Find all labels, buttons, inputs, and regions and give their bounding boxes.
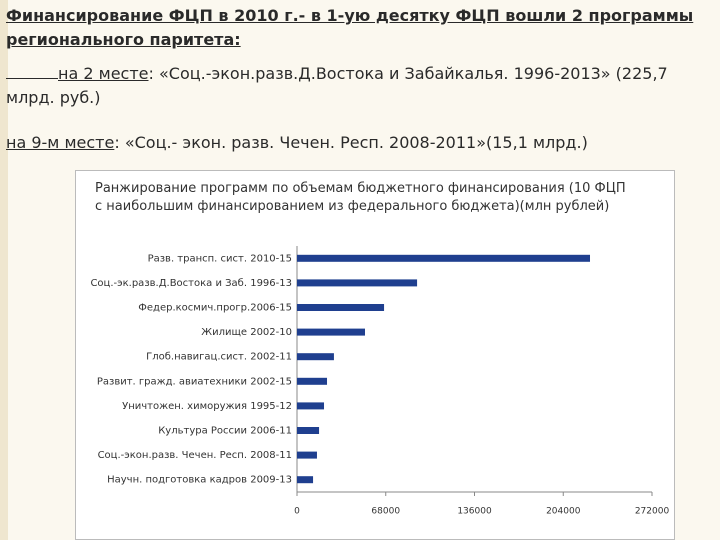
bar xyxy=(297,353,334,361)
y-tick-label: Культура России 2006-11 xyxy=(158,426,292,437)
chart: Ранжирование программ по объемам бюджетн… xyxy=(75,170,675,540)
bar xyxy=(297,451,317,459)
place-label: на 9-м месте xyxy=(6,133,115,152)
y-tick-label: Уничтожен. химоружия 1995-12 xyxy=(122,401,292,412)
place-text: : «Соц.- экон. разв. Чечен. Респ. 2008-2… xyxy=(114,133,588,152)
x-tick-label: 272000 xyxy=(635,507,670,517)
x-tick-label: 204000 xyxy=(546,507,581,517)
x-tick-label: 136000 xyxy=(457,507,492,517)
y-tick-label: Соц.-экон.разв. Чечен. Респ. 2008-11 xyxy=(98,450,292,461)
heading-text: Финансирование ФЦП в 2010 г.- в 1-ую дес… xyxy=(6,6,694,49)
bar xyxy=(297,254,591,262)
bar xyxy=(297,402,325,410)
y-tick-label: Жилище 2002-10 xyxy=(201,327,292,338)
y-tick-label: Научн. подготовка кадров 2009-13 xyxy=(107,475,292,486)
decoration xyxy=(0,0,8,540)
place-label: на 2 месте xyxy=(58,64,149,83)
x-tick-label: 68000 xyxy=(371,507,400,517)
heading: Финансирование ФЦП в 2010 г.- в 1-ую дес… xyxy=(6,4,706,52)
y-tick-label: Глоб.навигац.сист. 2002-11 xyxy=(146,352,292,363)
y-tick-label: Развит. гражд. авиатехники 2002-15 xyxy=(97,376,292,387)
place-text: : «Соц.-экон.разв.Д.Востока и Забайкалья… xyxy=(6,64,668,107)
y-tick-label: Разв. трансп. сист. 2010-15 xyxy=(148,253,292,264)
bar xyxy=(297,304,385,311)
y-tick-label: Федер.космич.прогр.2006-15 xyxy=(138,303,292,314)
y-tick-label: Соц.-эк.разв.Д.Востока и Заб. 1996-13 xyxy=(90,278,292,289)
chart-frame xyxy=(75,170,675,540)
x-tick-label: 0 xyxy=(294,507,300,517)
bar xyxy=(297,476,314,484)
bar xyxy=(297,427,320,434)
bar xyxy=(297,328,365,336)
bar xyxy=(297,377,328,385)
place-2: на 2 месте: «Соц.-экон.разв.Д.Востока и … xyxy=(6,62,706,110)
chart-title: Ранжирование программ по объемам бюджетн… xyxy=(95,181,626,214)
blank-line xyxy=(6,62,58,79)
bar xyxy=(297,279,418,287)
place-9: на 9-м месте: «Соц.- экон. разв. Чечен. … xyxy=(6,131,706,155)
